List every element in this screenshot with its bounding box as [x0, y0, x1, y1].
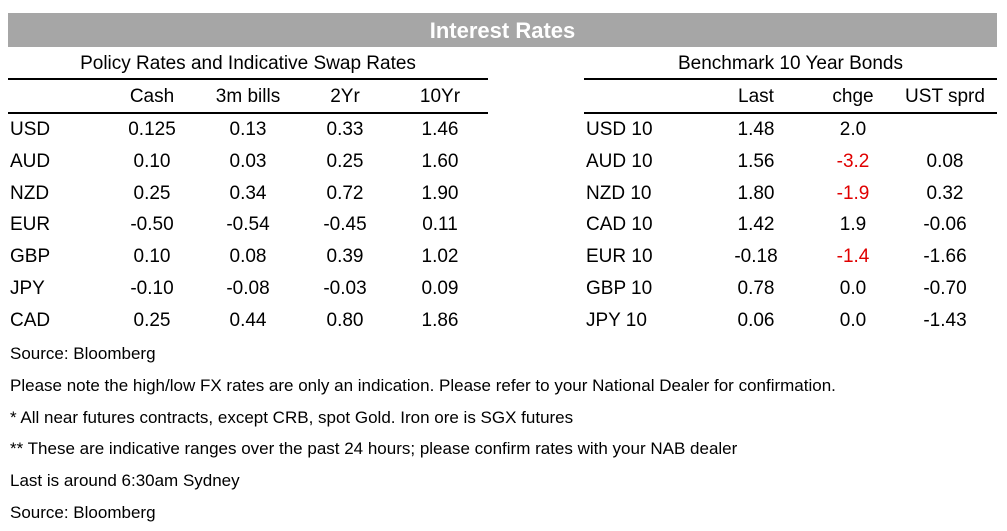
policy-row-label: EUR	[10, 214, 51, 236]
bonds-value-cell: -3.2	[836, 150, 870, 172]
policy-rate-cell: -0.03	[323, 278, 367, 299]
bonds-value-cell: -1.9	[836, 182, 870, 204]
policy-rate-cell: 0.08	[229, 246, 267, 268]
policy-row-label: CAD	[10, 309, 51, 331]
policy-rate-cell: 0.10	[133, 150, 171, 172]
policy-rate-cell: 0.09	[421, 278, 459, 299]
bonds-value-cell: -0.18	[734, 246, 778, 268]
bonds-value-cell: -0.06	[923, 214, 967, 236]
policy-rate-cell: 0.125	[128, 119, 176, 140]
policy-row-label: JPY	[10, 278, 45, 299]
policy-rate-cell: 1.60	[421, 150, 459, 172]
bonds-value-cell: 1.42	[737, 214, 775, 236]
bonds-row-label: JPY 10	[586, 309, 647, 331]
policy-rate-cell: 0.25	[326, 150, 364, 172]
policy-row-label: AUD	[10, 150, 51, 172]
policy-rate-cell: 0.03	[229, 150, 267, 172]
policy-rate-cell: 1.46	[421, 119, 459, 140]
policy-rate-cell: 0.72	[326, 182, 364, 204]
policy-rate-cell: 0.10	[133, 246, 171, 268]
policy-rate-cell: 1.86	[421, 309, 459, 331]
note-line: Last is around 6:30am Sydney	[10, 471, 240, 491]
policy-rate-cell: 0.44	[229, 309, 267, 331]
policy-rate-cell: 0.13	[229, 119, 267, 140]
bonds-row-label: USD 10	[586, 119, 653, 140]
note-line: * All near futures contracts, except CRB…	[10, 407, 574, 427]
bonds-column-header-row	[584, 80, 997, 114]
bonds-row-label: AUD 10	[586, 150, 653, 172]
note-line: Please note the high/low FX rates are on…	[10, 375, 836, 395]
policy-rate-cell: 0.34	[229, 182, 267, 204]
bonds-column-header: UST sprd	[905, 86, 985, 107]
policy-row-label: USD	[10, 119, 51, 140]
bonds-value-cell: 0.0	[839, 278, 867, 299]
policy-rates-heading: Policy Rates and Indicative Swap Rates	[8, 52, 488, 80]
policy-rate-cell: -0.10	[130, 278, 174, 299]
policy-row-label: NZD	[10, 182, 50, 204]
bonds-value-cell: -1.66	[923, 246, 967, 268]
bonds-value-cell: -0.70	[923, 278, 967, 299]
policy-rate-cell: 1.90	[421, 182, 459, 204]
policy-column-header: 3m bills	[215, 86, 281, 107]
note-line: Source: Bloomberg	[10, 344, 156, 363]
policy-rate-cell: 0.25	[133, 309, 171, 331]
bonds-value-cell: 1.80	[737, 182, 775, 204]
policy-rate-cell: 0.39	[326, 246, 364, 268]
bonds-value-cell: 0.06	[737, 309, 775, 331]
policy-rate-cell: -0.08	[226, 278, 270, 299]
policy-column-header: Cash	[129, 86, 175, 107]
bonds-column-header: chge	[832, 86, 874, 107]
policy-rate-cell: 0.25	[133, 182, 171, 204]
bonds-row-label: EUR 10	[586, 246, 653, 268]
bonds-value-cell: -1.4	[836, 246, 870, 268]
bonds-value-cell: -1.43	[923, 309, 967, 331]
bonds-heading: Benchmark 10 Year Bonds	[584, 52, 997, 80]
bonds-value-cell: 0.32	[926, 182, 964, 204]
policy-column-header: 2Yr	[330, 86, 360, 107]
note-line: Source: Bloomberg	[10, 503, 156, 522]
bonds-value-cell: 1.56	[737, 150, 775, 172]
bonds-value-cell: 0.0	[839, 309, 867, 331]
policy-row-label: GBP	[10, 246, 51, 268]
policy-rate-cell: -0.54	[226, 214, 270, 236]
policy-rates-column-header-row	[8, 80, 488, 114]
policy-rate-cell: -0.50	[130, 214, 174, 236]
bonds-value-cell: 1.9	[839, 214, 867, 236]
policy-rate-cell: 0.11	[422, 214, 458, 236]
policy-rate-cell: 0.33	[326, 119, 364, 140]
policy-column-header: 10Yr	[419, 86, 461, 107]
bonds-row-label: NZD 10	[586, 182, 652, 204]
policy-rate-cell: -0.45	[323, 214, 367, 236]
bonds-value-cell: 1.48	[737, 119, 775, 140]
page-title: Interest Rates	[8, 13, 997, 47]
bonds-column-header: Last	[738, 86, 774, 107]
bonds-row-label: GBP 10	[586, 278, 653, 299]
policy-rate-cell: 1.02	[421, 246, 459, 268]
bonds-value-cell: 2.0	[839, 119, 867, 140]
bonds-value-cell: 0.78	[737, 278, 775, 299]
bonds-row-label: CAD 10	[586, 214, 653, 236]
policy-rate-cell: 0.80	[326, 309, 364, 331]
note-line: ** These are indicative ranges over the …	[10, 439, 738, 459]
bonds-value-cell: 0.08	[926, 150, 964, 172]
